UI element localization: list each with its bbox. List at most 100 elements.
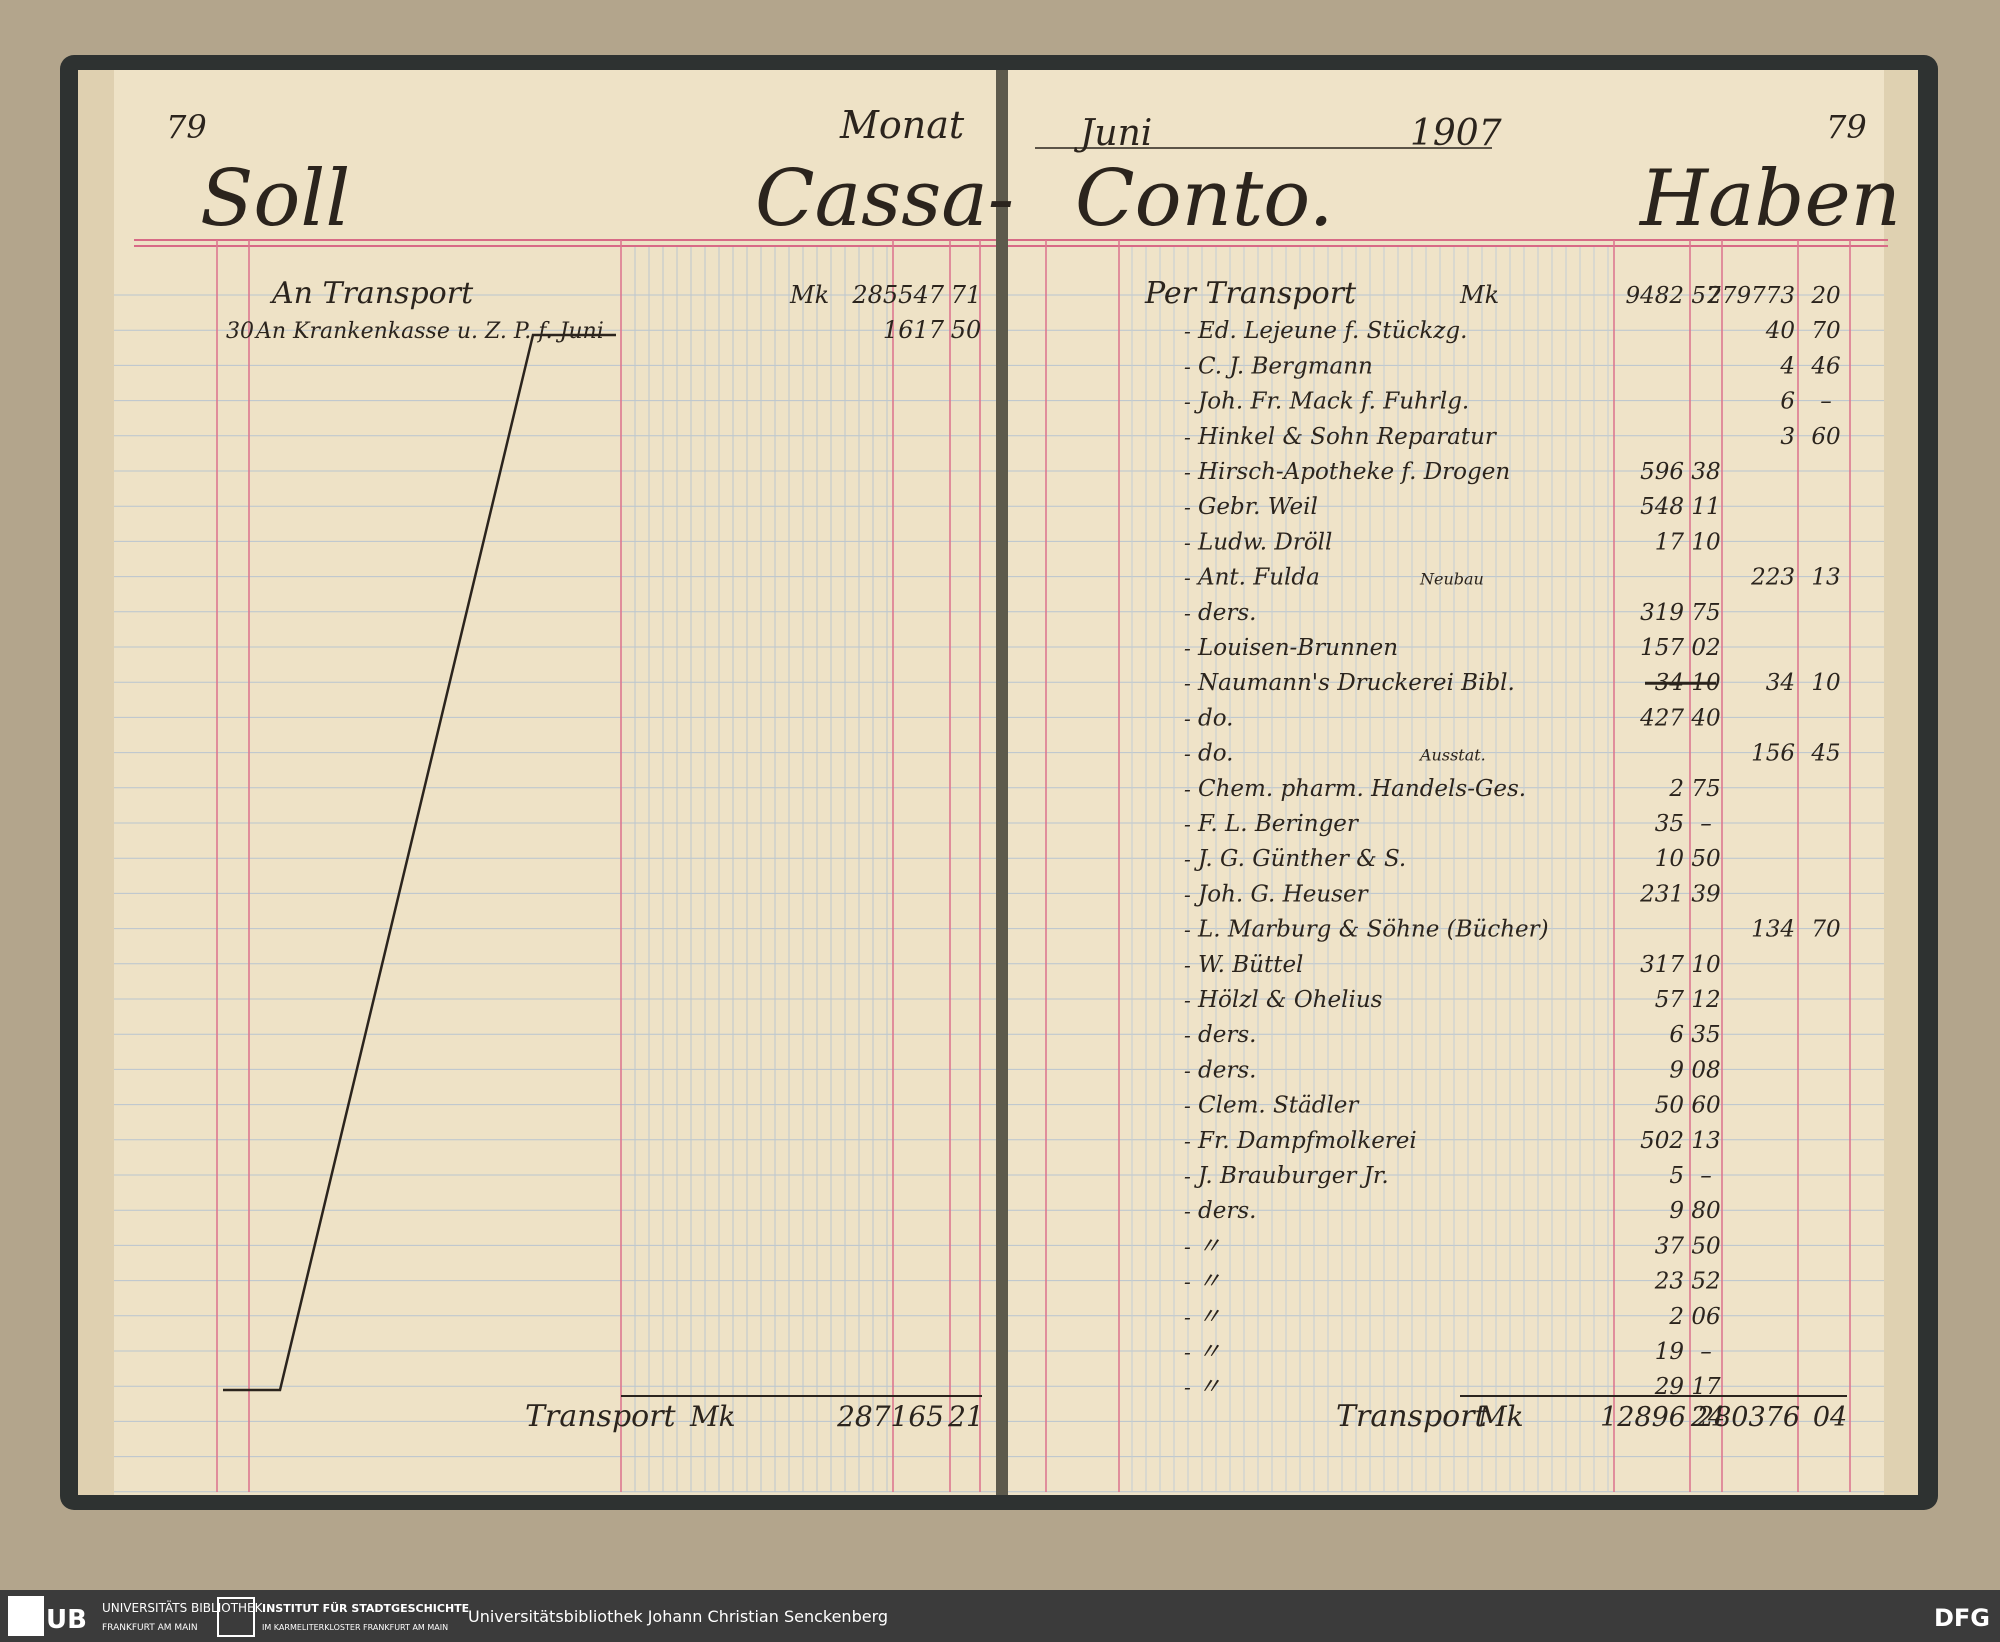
entry-dash: -	[1184, 1305, 1191, 1329]
entry-text: ders.	[1198, 1057, 1256, 1083]
entry-dash: -	[1184, 1058, 1191, 1082]
header: 79 79 Monat Juni 1907 Soll Cassa- Conto.…	[166, 103, 1901, 244]
amount-pf: 60	[1691, 1093, 1720, 1119]
title: Conto.	[1075, 154, 1334, 244]
amount-mark: 37	[1655, 1233, 1685, 1259]
entry-text: 〃	[1198, 1339, 1221, 1365]
amount-mark: 9	[1669, 1057, 1684, 1083]
right-page	[1004, 70, 1918, 1495]
entry-dash: -	[1184, 390, 1191, 414]
amount-pf: 39	[1691, 881, 1720, 907]
entry-dash: -	[1184, 425, 1191, 449]
amount-pf: 50	[1691, 1233, 1720, 1259]
page-number: 79	[166, 108, 207, 146]
amount-mark: 34	[1766, 670, 1795, 696]
entry-dash: -	[1184, 319, 1191, 343]
amount-mark: 285547	[851, 281, 944, 309]
amount-mark: 319	[1640, 600, 1684, 626]
entry-text: Per Transport	[1144, 276, 1357, 311]
amount-pf: 57	[1691, 283, 1721, 309]
amount-pf: 13	[1691, 1128, 1720, 1154]
amount-mark: 12896	[1600, 1402, 1686, 1433]
amount-mark: 9482	[1625, 283, 1684, 309]
month: Juni	[1073, 113, 1152, 154]
entry-dash: -	[1184, 1023, 1191, 1047]
entry-text: J. Brauburger Jr.	[1194, 1163, 1389, 1189]
entry-text: 〃	[1198, 1269, 1221, 1295]
entry-text: Joh. G. Heuser	[1194, 881, 1370, 907]
amount-pf: 10	[1691, 529, 1720, 555]
entry-text: J. G. Günther & S.	[1194, 846, 1406, 872]
amount-mark: 157	[1640, 635, 1684, 661]
logo-box	[217, 1597, 255, 1637]
entry-dash: -	[1184, 882, 1191, 906]
amount-pf: –	[1820, 389, 1832, 415]
amount-pf: 52	[1691, 1269, 1720, 1295]
entry-dash: -	[1184, 953, 1191, 977]
entry-dash: -	[1184, 1164, 1191, 1188]
amount-mark: 5	[1669, 1163, 1684, 1189]
entry-dash: -	[1184, 777, 1191, 801]
amount-pf: 11	[1691, 494, 1720, 520]
entry-note: Ausstat.	[1418, 746, 1486, 765]
amount-mark: 6	[1669, 1022, 1684, 1048]
amount-pf: –	[1700, 811, 1712, 837]
page-edge	[78, 70, 114, 1495]
amount-mark: 231	[1639, 881, 1684, 907]
amount-pf: 80	[1691, 1198, 1720, 1224]
amount-mark: 287165	[836, 1400, 944, 1433]
amount-mark: 23	[1654, 1269, 1684, 1295]
haben-heading: Haben	[1638, 154, 1901, 244]
entry-text: ders.	[1198, 1022, 1256, 1048]
entry-text: Ant. Fulda	[1196, 565, 1320, 591]
entry-dash: -	[1184, 1199, 1191, 1223]
amount-mark: 9	[1669, 1198, 1684, 1224]
amount-pf: 60	[1811, 424, 1840, 450]
amount-mark: 4	[1779, 353, 1795, 379]
amount-mark: 279773	[1706, 283, 1795, 309]
entry-dash: -	[1184, 530, 1191, 554]
entry-dash: -	[1184, 1375, 1191, 1399]
entry-date: 30	[226, 319, 254, 344]
amount-pf: 06	[1691, 1304, 1720, 1330]
logo-text: IM KARMELITERKLOSTER FRANKFURT AM MAIN	[262, 1623, 448, 1632]
entry-dash: -	[1184, 1094, 1191, 1118]
amount-mark: 2	[1668, 776, 1684, 802]
entry-text: Hölzl & Ohelius	[1197, 987, 1383, 1013]
logo-text: FRANKFURT AM MAIN	[102, 1623, 198, 1633]
amount-mark: 2	[1668, 1304, 1684, 1330]
amount-pf: –	[1700, 1163, 1712, 1189]
entry-dash: -	[1184, 742, 1191, 766]
entry-text: 〃	[1198, 1233, 1221, 1259]
entry-text: Chem. pharm. Handels-Ges.	[1198, 776, 1526, 802]
logo-text: INSTITUT FÜR STADTGESCHICHTE	[262, 1601, 469, 1615]
entry-dash: -	[1184, 1270, 1191, 1294]
currency: Mk	[789, 281, 829, 309]
left-page	[78, 70, 1000, 1495]
amount-pf: 20	[1810, 283, 1840, 309]
entry-dash: -	[1184, 847, 1191, 871]
entry-dash: -	[1184, 636, 1191, 660]
entry-text: C. J. Bergmann	[1198, 353, 1373, 379]
entry-text: 〃	[1198, 1374, 1221, 1400]
entry-dash: -	[1184, 1340, 1191, 1364]
amount-pf: 46	[1810, 353, 1840, 379]
entry-dash: -	[1184, 566, 1191, 590]
amount-pf: 12	[1691, 987, 1720, 1013]
entry-text: Joh. Fr. Mack f. Fuhrlg.	[1194, 389, 1469, 415]
amount-pf: 38	[1691, 459, 1720, 485]
entry-text: An Transport	[269, 276, 474, 311]
amount-mark: 548	[1640, 494, 1684, 520]
amount-pf: 71	[951, 281, 982, 309]
amount-mark: 427	[1639, 705, 1684, 731]
amount-mark: 50	[1655, 1093, 1684, 1119]
entry-dash: -	[1184, 812, 1191, 836]
logo-ub: UB	[46, 1605, 87, 1635]
year: 1907	[1410, 113, 1502, 154]
amount-pf: 50	[1691, 846, 1720, 872]
amount-pf: 24	[1690, 1402, 1725, 1433]
gutter	[996, 70, 1008, 1495]
entry-dash: -	[1184, 988, 1191, 1012]
monat-label: Monat	[839, 103, 965, 147]
entry-text: Louisen-Brunnen	[1197, 635, 1398, 661]
